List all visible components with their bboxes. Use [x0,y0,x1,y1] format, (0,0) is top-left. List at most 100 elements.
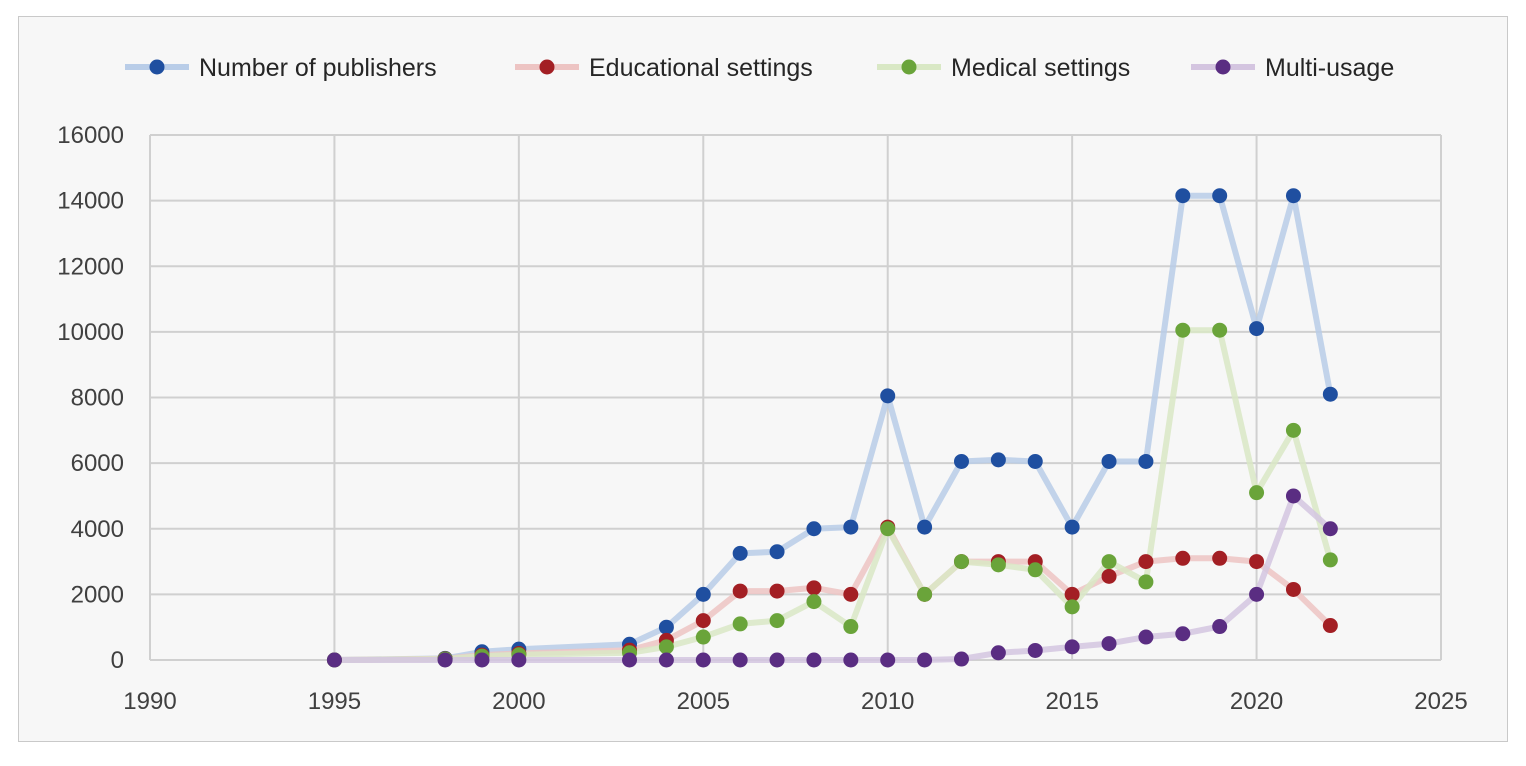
data-point [326,652,342,668]
data-point [917,519,933,535]
data-point [1027,642,1043,658]
data-point [511,652,527,668]
data-point [953,554,969,570]
y-axis-tick-labels: 0 2000 4000 6000 8000 10000 12000 14000 16000 [57,122,124,674]
data-point [695,652,711,668]
legend-item-0: Number of publishers [125,54,437,82]
line-chart: Number of publishers Educational settings… [57,54,1467,715]
x-axis-tick-labels: 1990 1995 2000 2005 2010 2015 2020 2025 [123,688,1467,715]
data-point [1249,485,1265,501]
data-point [1322,386,1338,402]
y-tick-label: 8000 [71,385,124,412]
data-point [695,586,711,602]
legend-label: Medical settings [951,54,1130,82]
data-point [880,521,896,537]
legend-swatch-marker [901,59,917,75]
gridlines [149,134,1442,661]
data-point [990,557,1006,573]
data-point [769,613,785,629]
y-tick-label: 2000 [71,581,124,608]
data-point [1138,453,1154,469]
legend-swatch-marker [149,59,165,75]
data-point [1027,562,1043,578]
data-point [1027,453,1043,469]
data-point [1212,322,1228,338]
x-tick-label: 2015 [1045,688,1098,715]
data-point [1175,550,1191,566]
y-tick-label: 16000 [57,122,124,149]
data-point [732,616,748,632]
series-line-2 [334,327,1334,663]
x-tick-label: 2000 [492,688,545,715]
data-point [1249,554,1265,570]
data-point [843,619,859,635]
x-tick-label: 2020 [1230,688,1283,715]
data-point [1138,554,1154,570]
data-point [990,452,1006,468]
chart-frame: Number of publishers Educational settings… [18,16,1508,742]
legend-item-1: Educational settings [515,54,813,82]
x-tick-label: 1995 [308,688,361,715]
x-tick-label: 1990 [123,688,176,715]
data-point [1212,188,1228,204]
data-point [1101,568,1117,584]
data-point [658,639,674,655]
data-point [917,586,933,602]
data-point [1064,639,1080,655]
data-point [1322,552,1338,568]
data-point [880,388,896,404]
data-point [1285,581,1301,597]
data-point [806,521,822,537]
series-points-0 [326,188,1338,668]
data-point [1064,586,1080,602]
legend-swatch-marker [1215,59,1231,75]
legend-item-3: Multi-usage [1191,54,1394,82]
legend-label: Educational settings [589,54,813,82]
x-tick-label: 2025 [1414,688,1467,715]
legend-swatch-marker [539,59,555,75]
data-point [1175,188,1191,204]
data-point [953,651,969,667]
data-point [695,613,711,629]
data-point [732,583,748,599]
data-point [1138,629,1154,645]
data-point [658,652,674,668]
data-point [1249,321,1265,337]
data-point [953,453,969,469]
y-tick-label: 6000 [71,450,124,477]
data-point [990,645,1006,661]
legend-label: Multi-usage [1265,54,1394,82]
y-tick-label: 14000 [57,188,124,215]
series-points [326,188,1338,668]
x-tick-label: 2005 [677,688,730,715]
data-point [1322,618,1338,634]
y-tick-label: 12000 [57,253,124,280]
y-tick-label: 4000 [71,516,124,543]
data-point [1212,619,1228,635]
data-point [1175,626,1191,642]
data-point [769,544,785,560]
data-point [1322,521,1338,537]
data-point [474,652,490,668]
x-tick-label: 2010 [861,688,914,715]
data-point [732,545,748,561]
data-point [843,652,859,668]
y-tick-label: 0 [111,647,124,674]
data-point [695,629,711,645]
data-point [1064,519,1080,535]
data-point [622,652,638,668]
data-point [732,652,748,668]
data-point [1285,188,1301,204]
data-point [1101,453,1117,469]
legend: Number of publishers Educational settings… [125,54,1394,82]
y-tick-label: 10000 [57,319,124,346]
data-point [658,619,674,635]
data-point [769,583,785,599]
data-point [917,652,933,668]
data-point [1101,636,1117,652]
data-point [1064,599,1080,615]
data-point [1249,586,1265,602]
data-point [769,652,785,668]
data-point [1285,422,1301,438]
legend-label: Number of publishers [199,54,437,82]
